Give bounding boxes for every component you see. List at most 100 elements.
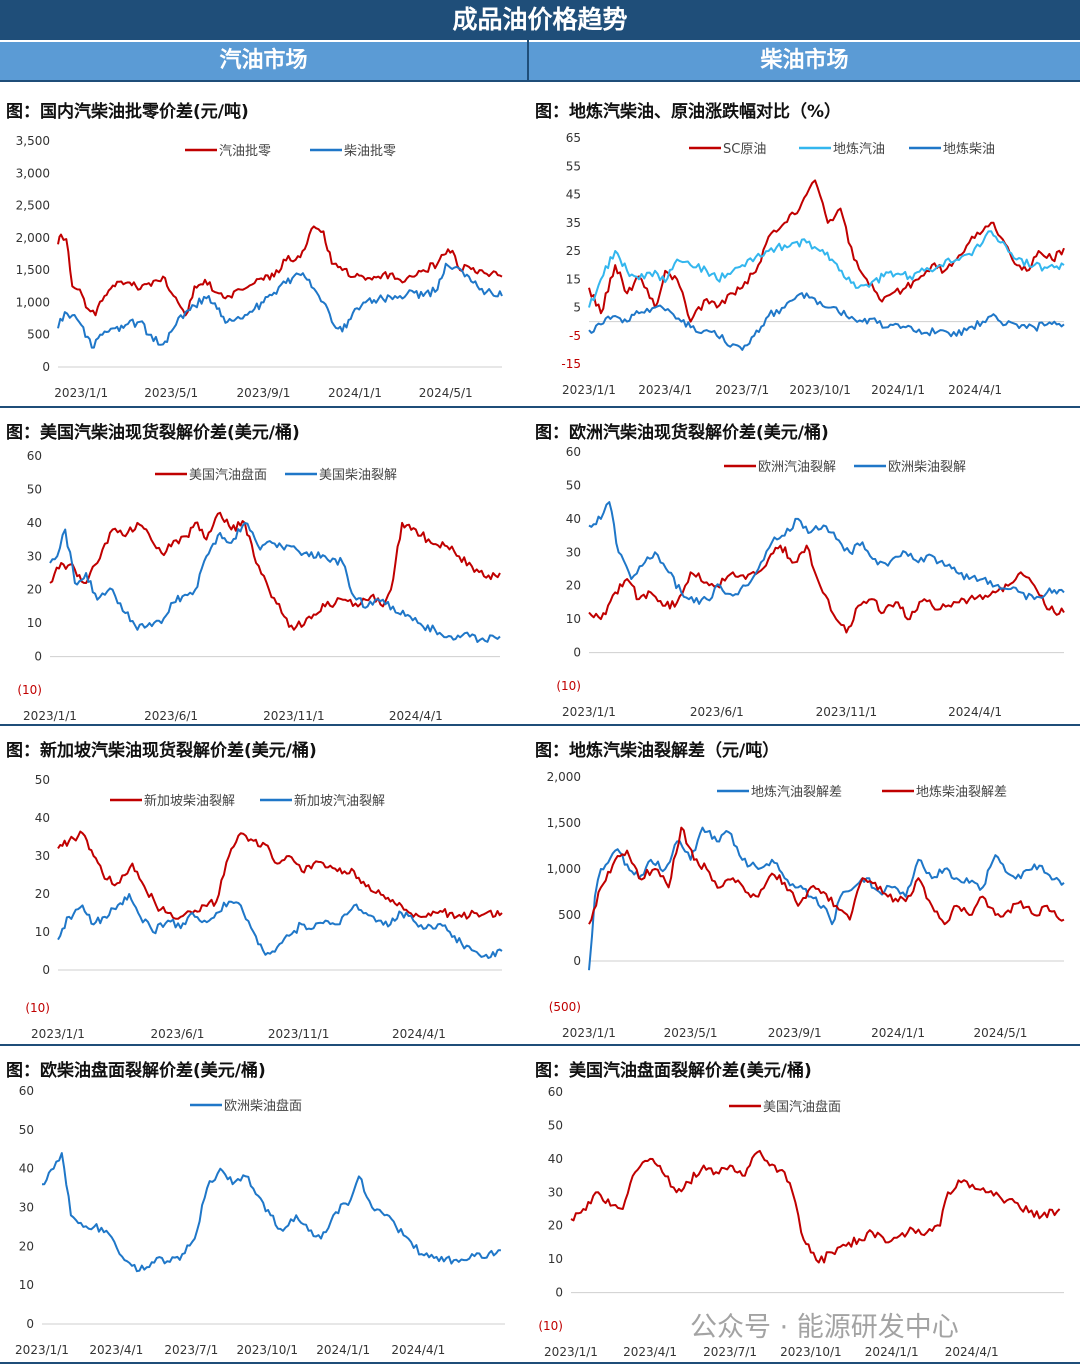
series-line: [588, 230, 1065, 308]
series-line: [588, 501, 1065, 605]
x-tick-label: 2024/5/1: [419, 386, 473, 400]
y-tick-label: 10: [27, 616, 42, 630]
chart-svg: (10) 0 10 20 30 40 50 2023/1/1 2023/6/1 2023/11/1…: [25, 773, 503, 1041]
y-tick-label: 0: [573, 646, 581, 660]
y-tick-label: 60: [27, 449, 42, 463]
x-tick-label: 2023/7/1: [715, 383, 769, 397]
legend-label: 欧洲柴油裂解: [888, 460, 966, 475]
legend-label: 美国汽油盘面: [189, 467, 267, 483]
x-tick-label: 2023/1/1: [23, 709, 77, 723]
chart-svg: 0 10 20 30 40 50 60 2023/1/1 2023/4/1 2023/7/1 202…: [15, 1084, 505, 1357]
series-line: [588, 179, 1065, 323]
chart-panel-singapore-spot-crack: 图：新加坡汽柴油现货裂解价差(美元/桶) (10) 0 10 20 30 40 50 2023…: [0, 736, 527, 1044]
y-tick-label: (10): [538, 1319, 563, 1333]
y-tick-label: 25: [566, 244, 581, 258]
x-tick-label: 2024/4/1: [948, 383, 1002, 397]
chart-panel-domestic-wholesale-retail: 图：国内汽柴油批零价差(元/吨) 0 500 1,000 1,500 2,000 2,50…: [0, 97, 527, 405]
chart-panel-refinery-vs-crude: 图：地炼汽柴油、原油涨跌幅对比（%） -15 -5 5 15 25 35 45 55 65 202…: [529, 97, 1080, 405]
diesel-market-header: 柴油市场: [529, 42, 1080, 80]
y-tick-label: 2,000: [16, 231, 50, 245]
y-tick-label: 0: [34, 650, 42, 664]
y-tick-label: 60: [19, 1084, 34, 1098]
y-tick-label: 10: [548, 1252, 563, 1266]
legend-label: 汽油批零: [219, 144, 271, 159]
x-tick-label: 2023/5/1: [664, 1026, 718, 1040]
chart-svg: (10) 0 10 20 30 40 50 60 2023/1/1 2023/4/1 2023/7/…: [538, 1085, 1064, 1359]
series-line: [57, 225, 503, 317]
y-tick-label: 500: [558, 908, 581, 922]
chart-panel-europe-diesel-futures-crack: 图：欧柴油盘面裂解价差(美元/桶) 0 10 20 30 40 50 60 2023/1/1 2…: [0, 1056, 527, 1364]
chart-title: 图：美国汽柴油现货裂解价差(美元/桶): [6, 423, 300, 443]
chart-title: 图：欧柴油盘面裂解价差(美元/桶): [6, 1061, 266, 1081]
y-tick-label: 10: [19, 1278, 34, 1292]
x-tick-label: 2023/1/1: [31, 1027, 85, 1041]
y-tick-label: 0: [573, 954, 581, 968]
chart-svg: (10) 0 10 20 30 40 50 60 2023/1/1 2023/6/1 2023/11…: [17, 449, 501, 723]
x-tick-label: 2023/10/1: [237, 1343, 299, 1357]
chart-panel-us-gasoline-futures-crack: 图：美国汽油盘面裂解价差(美元/桶) (10) 0 10 20 30 40 50 60 2023…: [529, 1056, 1080, 1364]
series-line: [570, 1149, 1061, 1264]
chart-svg: (10) 0 10 20 30 40 50 60 2023/1/1 2023/6/1 2023/11…: [556, 445, 1065, 719]
x-tick-label: 2023/6/1: [151, 1027, 205, 1041]
chart-svg: -15 -5 5 15 25 35 45 55 65 2023/1/1 2023/4/1 2023/7…: [561, 131, 1065, 397]
chart-title: 图：欧洲汽柴油现货裂解价差(美元/桶): [535, 423, 829, 443]
x-tick-label: 2024/4/1: [948, 705, 1002, 719]
y-tick-label: 30: [566, 545, 581, 559]
chart-title: 图：地炼汽柴油、原油涨跌幅对比（%）: [535, 102, 842, 122]
series-line: [588, 544, 1065, 634]
y-tick-label: 2,500: [16, 199, 50, 213]
section-rule: [0, 1362, 1080, 1364]
series-line: [57, 893, 503, 959]
y-tick-label: 5: [573, 301, 581, 315]
y-tick-label: 3,000: [16, 166, 50, 180]
x-tick-label: 2024/1/1: [871, 383, 925, 397]
y-tick-label: 0: [42, 360, 50, 374]
y-tick-label: 30: [35, 849, 50, 863]
chart-panel-us-spot-crack: 图：美国汽柴油现货裂解价差(美元/桶) (10) 0 10 20 30 40 50 60 202…: [0, 418, 527, 724]
x-tick-label: 2024/4/1: [392, 1027, 446, 1041]
x-tick-label: 2023/9/1: [768, 1026, 822, 1040]
legend-label: 欧洲柴油盘面: [224, 1098, 302, 1114]
x-tick-label: 2023/4/1: [89, 1343, 143, 1357]
y-tick-label: -15: [561, 357, 581, 371]
y-tick-label: 0: [26, 1317, 34, 1331]
x-tick-label: 2024/1/1: [871, 1026, 925, 1040]
chart-title: 图：地炼汽柴油裂解差（元/吨）: [535, 741, 780, 761]
y-tick-label: 40: [27, 516, 42, 530]
y-tick-label: 1,500: [547, 816, 581, 830]
legend-label: SC原油: [723, 142, 766, 157]
y-tick-label: 40: [19, 1162, 34, 1176]
y-tick-label: 40: [35, 811, 50, 825]
y-tick-label: 35: [566, 216, 581, 230]
chart-title: 图：新加坡汽柴油现货裂解价差(美元/桶): [6, 741, 317, 761]
x-tick-label: 2024/1/1: [328, 386, 382, 400]
x-tick-label: 2023/1/1: [562, 383, 616, 397]
legend-label: 柴油批零: [344, 144, 396, 159]
x-tick-label: 2023/11/1: [263, 709, 325, 723]
section-rule: [0, 724, 1080, 726]
y-tick-label: 10: [35, 925, 50, 939]
y-tick-label: 10: [566, 612, 581, 626]
y-tick-label: 20: [566, 579, 581, 593]
chart-panel-refinery-crack: 图：地炼汽柴油裂解差（元/吨） (500) 0 500 1,000 1,500 2,000…: [529, 736, 1080, 1044]
y-tick-label: 0: [42, 963, 50, 977]
x-tick-label: 2023/1/1: [562, 705, 616, 719]
y-tick-label: 60: [566, 445, 581, 459]
x-tick-label: 2023/1/1: [15, 1343, 69, 1357]
y-tick-label: (500): [549, 1000, 581, 1014]
x-tick-label: 2023/7/1: [703, 1345, 757, 1359]
y-tick-label: 20: [27, 583, 42, 597]
chart-svg: (500) 0 500 1,000 1,500 2,000 2023/1/1 2023/5/1…: [547, 770, 1065, 1040]
x-tick-label: 2023/9/1: [237, 386, 291, 400]
x-tick-label: 2024/5/1: [974, 1026, 1028, 1040]
y-tick-label: (10): [17, 683, 42, 697]
y-tick-label: 50: [548, 1118, 563, 1132]
series-line: [588, 292, 1065, 351]
x-tick-label: 2024/4/1: [945, 1345, 999, 1359]
legend-label: 地炼柴油裂解差: [916, 785, 1007, 800]
x-tick-label: 2024/4/1: [391, 1343, 445, 1357]
legend-label: 欧洲汽油裂解: [758, 460, 836, 475]
y-tick-label: 15: [566, 272, 581, 286]
legend-label: 地炼汽油裂解差: [751, 785, 842, 800]
series-line: [57, 830, 503, 920]
